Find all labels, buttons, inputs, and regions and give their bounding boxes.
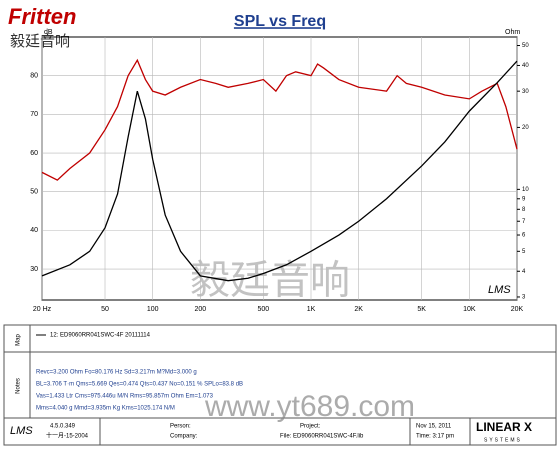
footer-time: Time: 3:17 pm: [416, 434, 454, 440]
note: Revc=3.200 Ohm Fo=80.176 Hz Sd=3.217m M?…: [36, 370, 197, 376]
y-tick-label: 70: [30, 111, 38, 118]
footer-systems: SYSTEMS: [484, 437, 522, 443]
x-tick-label: 2K: [354, 306, 363, 313]
panel-frame: [3, 324, 557, 446]
footer-date: 十一月-15-2004: [46, 432, 89, 440]
series-line: [41, 58, 518, 181]
footer-lms: LMS: [10, 425, 33, 437]
watermark-cn: 毅廷音响: [190, 259, 350, 303]
note: Mms=4.040 g Mmd=3.935m Kg Kms=1025.174 N…: [36, 406, 175, 412]
x-tick-label: 20K: [511, 306, 524, 313]
y-tick-label: 80: [30, 73, 38, 80]
y2-tick-label: 9: [522, 196, 526, 202]
y2-tick-label: 40: [522, 63, 529, 69]
series-line: [41, 60, 518, 282]
map-label: Map: [16, 334, 22, 346]
footer-project: Project:: [300, 424, 321, 430]
annotation: LMS: [488, 284, 511, 296]
watermark-url: www.yt689.com: [204, 390, 415, 423]
logo-cn: 毅廷音响: [10, 33, 70, 50]
footer-company: Company:: [170, 434, 198, 440]
x-tick-label: 20 Hz: [33, 306, 52, 313]
y2-tick-label: 8: [522, 207, 526, 213]
y-label: dB: [44, 29, 53, 36]
footer-file: File: ED9060RR041SWC-4F.lib: [280, 434, 364, 440]
footer-nov: Nov 15, 2011: [416, 424, 452, 430]
note: BL=3.706 T·m Qms=5.669 Qes=0.474 Qts=0.4…: [36, 382, 243, 388]
y2-tick-label: 4: [522, 269, 526, 275]
x-tick-label: 1K: [307, 306, 316, 313]
x-tick-label: 10K: [463, 306, 476, 313]
logo: Fritten: [8, 4, 76, 29]
x-tick-label: 5K: [417, 306, 426, 313]
x-tick-label: 50: [101, 306, 109, 313]
x-tick-label: 100: [147, 306, 159, 313]
legend-entry: 12: ED9060RR041SWC-4F 20111114: [50, 333, 151, 339]
y2-tick-label: 7: [522, 219, 526, 225]
y2-tick-label: 30: [522, 89, 529, 95]
footer-person: Person:: [170, 424, 191, 430]
x-tick-label: 500: [257, 306, 269, 313]
footer-brand: LINEAR X: [476, 420, 532, 434]
note: Vas=1.433 Ltr Cms=975.446u M/N Rms=95.85…: [36, 394, 214, 400]
y-tick-label: 40: [30, 227, 38, 234]
y2-tick-label: 3: [522, 295, 526, 301]
chart-title: SPL vs Freq: [234, 13, 326, 30]
notes-label: Notes: [16, 378, 22, 394]
y2-tick-label: 6: [522, 233, 526, 239]
y-tick-label: 30: [30, 266, 38, 273]
y-tick-label: 50: [30, 189, 38, 196]
y2-tick-label: 50: [522, 43, 529, 49]
y2-label: Ohm: [505, 29, 520, 36]
y2-tick-label: 10: [522, 187, 529, 193]
y2-tick-label: 5: [522, 249, 526, 255]
y2-tick-label: 20: [522, 125, 529, 131]
footer-version: 4.5.0.349: [50, 424, 76, 430]
y-tick-label: 60: [30, 150, 38, 157]
x-tick-label: 200: [194, 306, 206, 313]
